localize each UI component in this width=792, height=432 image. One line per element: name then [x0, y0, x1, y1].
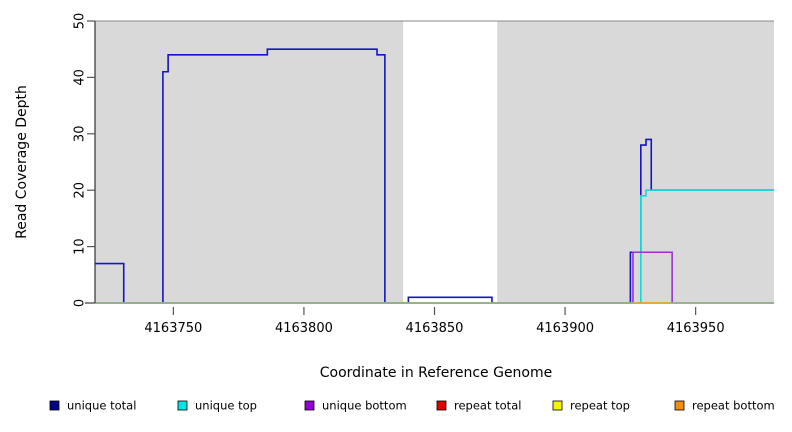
- series-line-unique-total: [95, 48, 774, 304]
- x-tick-label-0: 4163750: [144, 321, 202, 336]
- axes: [85, 20, 697, 315]
- legend-item-unique-total[interactable]: unique total: [49, 399, 136, 413]
- legend-swatch-2: [304, 400, 315, 411]
- legend-item-repeat-top[interactable]: repeat top: [552, 399, 630, 413]
- legend: unique total unique top unique bottom repea…: [49, 399, 775, 413]
- y-axis-title: Read Coverage Depth: [14, 85, 30, 239]
- x-tick-label-4: 4163950: [667, 321, 725, 336]
- legend-swatch-4: [552, 400, 563, 411]
- series-lines: [95, 48, 774, 304]
- legend-item-repeat-bottom[interactable]: repeat bottom: [674, 399, 775, 413]
- x-tick-label-1: 4163800: [275, 321, 333, 336]
- y-tick-label-2: 20: [73, 182, 88, 199]
- legend-label-2: unique bottom: [322, 399, 407, 413]
- y-tick-label-1: 10: [73, 238, 88, 255]
- shaded-region-0: [95, 21, 404, 303]
- tick-labels: 0 10 20 30 40 50 4163750 4163800 4163850 4163900 4…: [73, 13, 725, 336]
- shaded-region-1: [497, 21, 774, 303]
- x-tick-label-3: 4163900: [536, 321, 594, 336]
- legend-swatch-1: [177, 400, 188, 411]
- legend-swatch-0: [49, 400, 60, 411]
- legend-item-unique-bottom[interactable]: unique bottom: [304, 399, 407, 413]
- y-tick-label-0: 0: [73, 299, 88, 307]
- x-tick-label-2: 4163850: [406, 321, 464, 336]
- legend-item-unique-top[interactable]: unique top: [177, 399, 257, 413]
- legend-label-3: repeat total: [454, 399, 521, 413]
- legend-label-4: repeat top: [570, 399, 630, 413]
- y-tick-label-5: 50: [73, 13, 88, 30]
- y-tick-label-4: 40: [73, 69, 88, 86]
- legend-swatch-5: [674, 400, 685, 411]
- y-tick-label-3: 30: [73, 126, 88, 143]
- legend-item-repeat-total[interactable]: repeat total: [436, 399, 521, 413]
- legend-swatch-3: [436, 400, 447, 411]
- legend-label-0: unique total: [67, 399, 136, 413]
- legend-label-5: repeat bottom: [692, 399, 775, 413]
- x-axis-title: Coordinate in Reference Genome: [320, 365, 553, 381]
- legend-label-1: unique top: [195, 399, 257, 413]
- shaded-regions: [95, 21, 774, 303]
